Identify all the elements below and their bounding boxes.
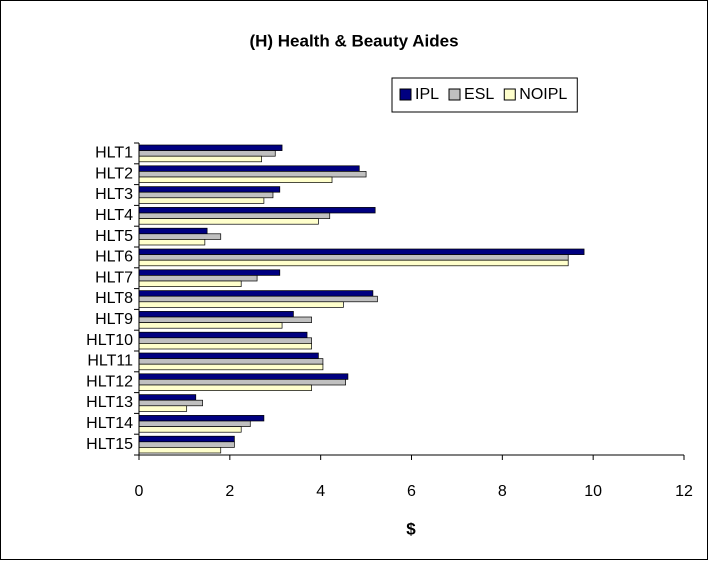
bar — [138, 239, 206, 246]
bar — [138, 186, 281, 193]
chart-title: (H) Health & Beauty Aides — [249, 31, 458, 50]
bar — [138, 426, 242, 433]
bar — [138, 176, 333, 183]
x-tick-label: 10 — [584, 483, 602, 500]
bar — [138, 447, 222, 454]
x-axis-label: $ — [406, 519, 416, 538]
legend-label: NOIPL — [519, 86, 567, 103]
bar — [138, 435, 235, 443]
bar — [138, 405, 188, 412]
y-tick-label: HLT5 — [95, 228, 133, 245]
bar — [138, 352, 319, 359]
bar — [138, 311, 294, 318]
legend-label: ESL — [464, 86, 494, 103]
bar — [138, 363, 324, 371]
legend-label: IPL — [415, 86, 439, 103]
y-tick-label: HLT8 — [95, 290, 133, 307]
legend-swatch — [448, 88, 461, 101]
bar — [138, 191, 274, 199]
bar — [138, 171, 367, 178]
x-tick-label: 12 — [675, 483, 693, 500]
bar — [138, 275, 258, 282]
bar — [138, 290, 374, 297]
legend-swatch — [503, 88, 516, 101]
y-tick-label: HLT14 — [86, 415, 133, 432]
y-tick-label: HLT2 — [95, 165, 133, 182]
bar — [138, 295, 378, 303]
bar — [138, 399, 203, 407]
y-tick-label: HLT4 — [95, 207, 133, 224]
y-tick-label: HLT15 — [86, 436, 133, 453]
bar — [138, 280, 242, 287]
bar — [138, 415, 265, 422]
bar — [138, 227, 208, 235]
bar — [138, 207, 376, 214]
bar — [138, 343, 312, 350]
bar — [138, 197, 265, 204]
x-tick-label: 0 — [135, 483, 144, 500]
bar — [138, 233, 222, 240]
y-tick-label: HLT7 — [95, 269, 133, 286]
x-tick-label: 2 — [225, 483, 234, 500]
bar — [138, 441, 235, 448]
y-tick-label: HLT3 — [95, 186, 133, 203]
bar — [138, 316, 312, 323]
bar — [138, 259, 569, 267]
y-tick-label: HLT1 — [95, 145, 133, 162]
bar — [138, 212, 331, 219]
x-tick-label: 6 — [407, 483, 416, 500]
bar — [138, 331, 308, 339]
bar — [138, 358, 324, 365]
y-tick-label: HLT10 — [86, 332, 133, 349]
bar — [138, 420, 251, 427]
bar — [138, 165, 360, 172]
bar — [138, 254, 569, 261]
y-tick-label: HLT6 — [95, 249, 133, 266]
y-tick-label: HLT9 — [95, 311, 133, 328]
bar — [138, 337, 312, 344]
bar — [138, 269, 281, 276]
legend — [391, 77, 578, 113]
legend-swatch — [399, 88, 412, 101]
bar — [138, 379, 346, 386]
bar — [138, 218, 319, 225]
bar — [138, 394, 197, 401]
x-tick-label: 4 — [316, 483, 325, 500]
bar — [138, 384, 312, 391]
bar — [138, 322, 283, 329]
bar — [138, 373, 349, 380]
bar — [138, 144, 283, 151]
y-tick-label: HLT13 — [86, 394, 133, 411]
bar — [138, 301, 344, 308]
bar — [138, 150, 276, 157]
x-tick-label: 8 — [498, 483, 507, 500]
bar — [138, 248, 585, 255]
y-tick-label: HLT12 — [86, 373, 133, 390]
bar — [138, 155, 262, 163]
y-tick-label: HLT11 — [87, 353, 133, 370]
